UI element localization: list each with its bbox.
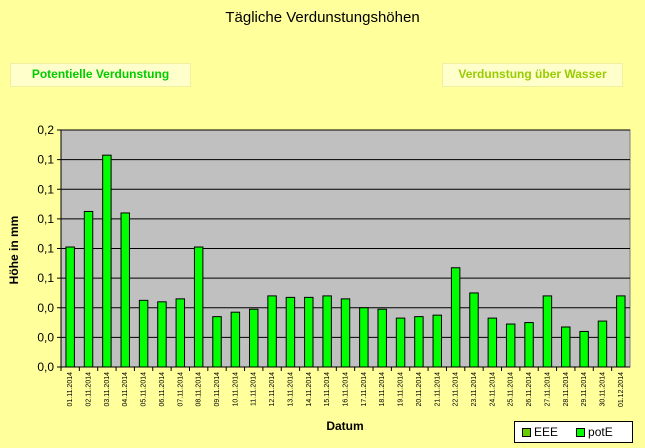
- x-tick-label: 12.11.2014: [269, 372, 276, 407]
- bar-pote: [616, 295, 626, 368]
- bar-pote: [395, 317, 406, 368]
- bar-pote: [193, 246, 204, 368]
- x-tick-label: 01.11.2014: [67, 372, 74, 407]
- gridlines: [61, 129, 630, 338]
- bar-pote: [505, 323, 516, 368]
- bar-pote: [212, 316, 222, 368]
- bar-pote: [138, 299, 149, 368]
- bar-pote: [304, 296, 314, 368]
- y-axis-label: Höhe in mm: [7, 216, 21, 285]
- x-tick-label: 19.11.2014: [398, 372, 405, 407]
- bar-pote: [359, 307, 369, 368]
- x-tick-label: 04.11.2014: [122, 372, 129, 407]
- bar-pote: [285, 296, 296, 368]
- x-tick-label: 21.11.2014: [434, 372, 441, 407]
- bar-pote: [120, 212, 130, 368]
- x-tick-label: 05.11.2014: [141, 372, 148, 407]
- y-tick-label: 0,2: [37, 123, 54, 137]
- x-tick-label: 29.11.2014: [581, 372, 588, 407]
- x-tick-label: 27.11.2014: [544, 372, 551, 407]
- x-tick-label: 18.11.2014: [379, 372, 386, 407]
- y-tick-label: 0,1: [37, 271, 54, 285]
- x-tick-label: 11.11.2014: [251, 372, 258, 406]
- x-tick-label: 16.11.2014: [343, 372, 350, 407]
- x-tick-label: 08.11.2014: [196, 372, 203, 407]
- x-tick-label: 02.11.2014: [86, 372, 93, 407]
- bar-pote: [414, 316, 424, 368]
- legend-swatch-pote: [576, 427, 586, 437]
- bar-pote: [432, 314, 442, 368]
- bar-pote: [157, 301, 167, 368]
- bar-pote: [65, 246, 75, 368]
- bar-pote: [450, 267, 461, 368]
- bar-pote: [175, 298, 186, 368]
- bar-pote: [542, 295, 553, 368]
- bars: [65, 154, 626, 368]
- bar-pote: [597, 320, 608, 368]
- legend-label-eee: EEE: [534, 425, 559, 439]
- y-tick-label: 0,0: [37, 301, 54, 315]
- y-tick-label: 0,1: [37, 212, 54, 226]
- x-axis-ticks: 01.11.2014 02.11.2014 03.11.2014 04.11.2014…: [60, 367, 625, 407]
- legend: EEE potE: [514, 421, 633, 443]
- tab-verdunstung-ueber-wasser[interactable]: Verdunstung über Wasser: [442, 63, 623, 87]
- y-tick-label: 0,0: [37, 360, 54, 374]
- x-tick-label: 28.11.2014: [563, 372, 570, 407]
- x-tick-label: 09.11.2014: [214, 372, 221, 407]
- x-tick-label: 26.11.2014: [526, 372, 533, 407]
- x-tick-label: 01.12.2014: [618, 372, 625, 407]
- bar-pote: [267, 295, 277, 368]
- legend-label-pote: potE: [588, 425, 613, 439]
- bar-pote: [83, 210, 94, 368]
- legend-item-pote: potE: [576, 425, 613, 439]
- x-tick-label: 30.11.2014: [599, 372, 606, 407]
- x-tick-label: 22.11.2014: [453, 372, 460, 407]
- bar-pote: [340, 298, 351, 368]
- bar-pote: [249, 308, 259, 368]
- legend-item-eee: EEE: [522, 425, 558, 439]
- x-axis-label: Datum: [326, 419, 363, 433]
- bar-pote: [579, 330, 589, 368]
- x-tick-label: 25.11.2014: [508, 372, 515, 407]
- x-tick-label: 13.11.2014: [287, 372, 294, 407]
- x-tick-label: 03.11.2014: [104, 372, 111, 407]
- y-axis-ticks: 0,0 0,0 0,0 0,1 0,1 0,1 0,1 0,1 0,2: [37, 123, 61, 374]
- bar-pote: [102, 154, 112, 368]
- chart-title: Tägliche Verdunstungshöhen: [225, 9, 420, 26]
- bar-pote: [469, 292, 479, 368]
- bar-pote: [561, 326, 571, 368]
- x-tick-label: 14.11.2014: [306, 372, 313, 407]
- x-tick-label: 06.11.2014: [159, 372, 166, 407]
- x-tick-label: 20.11.2014: [416, 372, 423, 407]
- bar-pote: [322, 295, 332, 368]
- x-tick-label: 07.11.2014: [177, 372, 184, 407]
- bar-pote: [524, 322, 534, 368]
- x-tick-label: 10.11.2014: [232, 372, 239, 407]
- y-tick-label: 0,1: [37, 182, 54, 196]
- x-tick-label: 24.11.2014: [489, 372, 496, 407]
- bar-pote: [487, 317, 498, 368]
- y-tick-label: 0,1: [37, 242, 54, 256]
- x-tick-label: 17.11.2014: [361, 372, 368, 407]
- legend-swatch-eee: [522, 427, 531, 437]
- y-tick-label: 0,0: [37, 330, 54, 344]
- x-tick-label: 23.11.2014: [471, 372, 478, 407]
- y-tick-label: 0,1: [37, 153, 54, 167]
- x-tick-label: 15.11.2014: [324, 372, 331, 407]
- tab-potentielle-verdunstung[interactable]: Potentielle Verdunstung: [10, 63, 191, 87]
- bar-pote: [230, 311, 241, 368]
- bar-pote: [377, 308, 387, 368]
